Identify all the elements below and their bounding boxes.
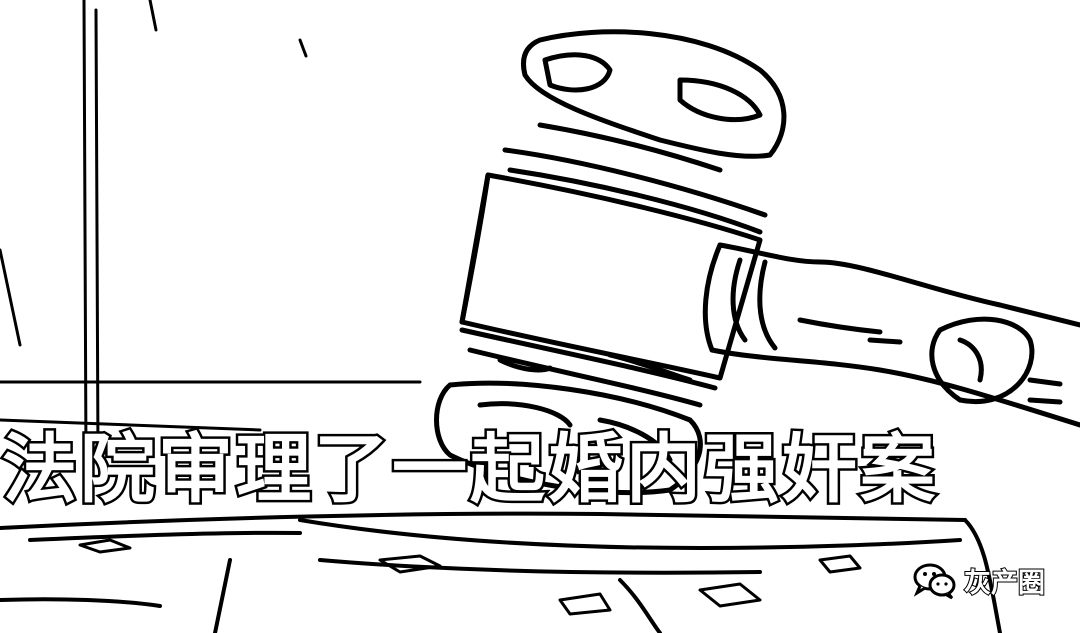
gavel-handle xyxy=(702,242,1080,428)
desk-surface xyxy=(0,511,1002,633)
background-wall-lines xyxy=(0,0,422,462)
caption-text: 法院审理了一起婚内强奸案 xyxy=(0,425,939,513)
bottom-texture xyxy=(78,538,862,616)
watermark: 灰产圈 xyxy=(912,560,1046,600)
wechat-icon xyxy=(913,563,956,600)
watermark-text: 灰产圈 xyxy=(963,567,1046,600)
gavel-head xyxy=(434,29,787,496)
